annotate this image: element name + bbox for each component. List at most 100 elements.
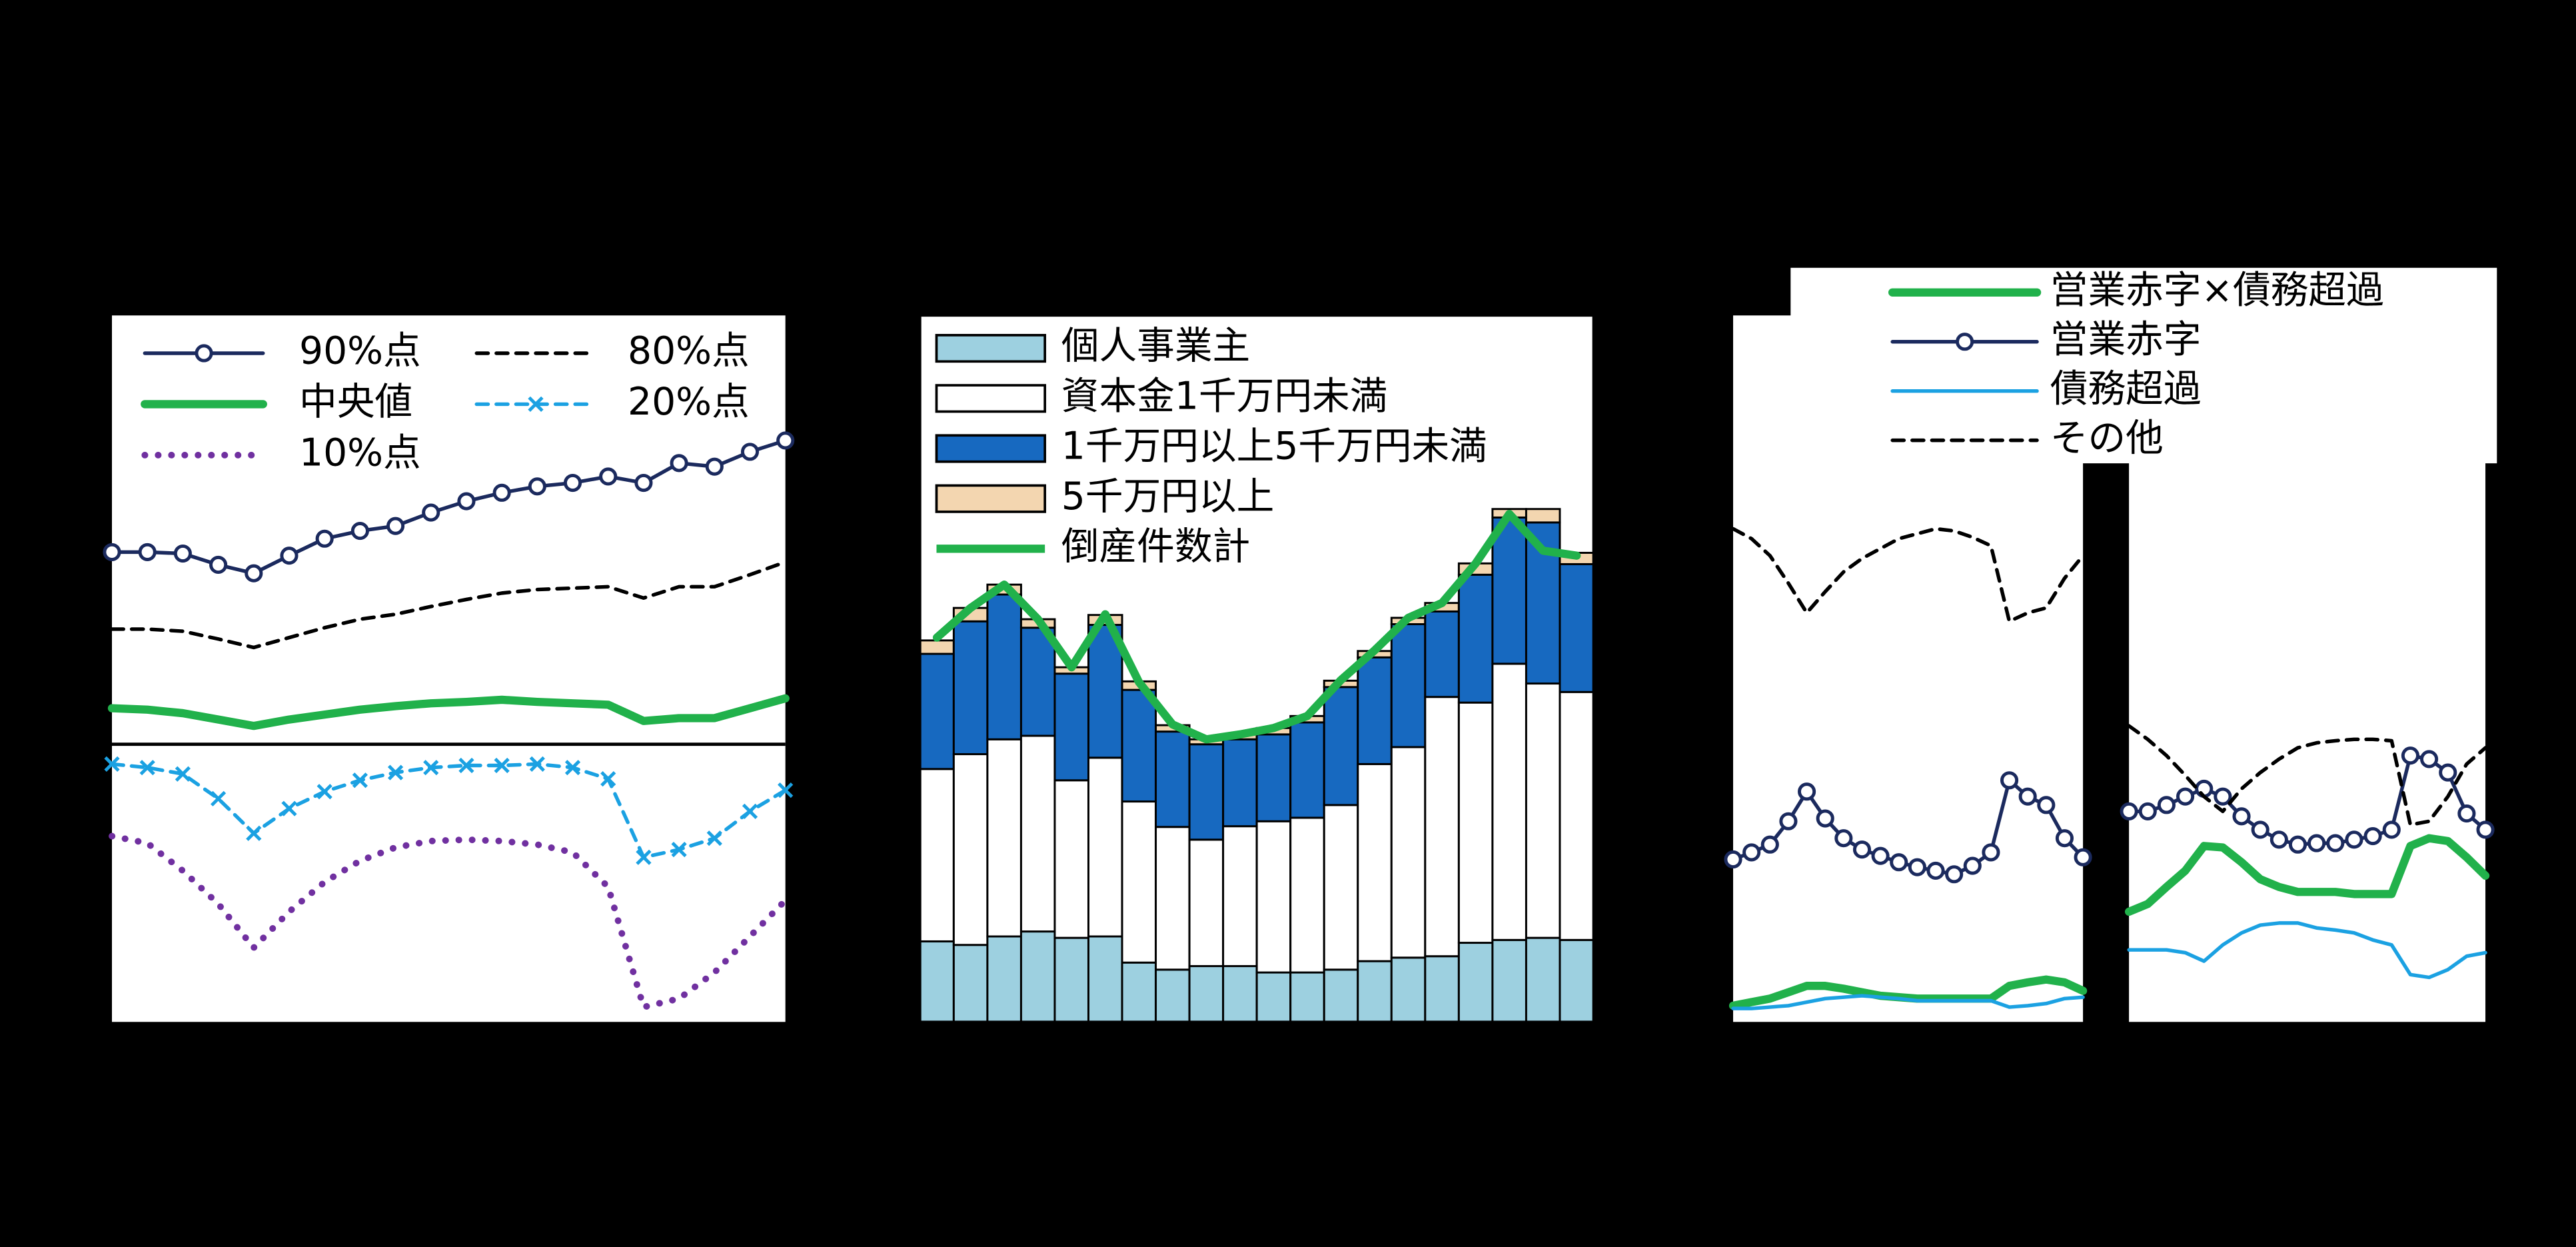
series-line <box>110 560 788 650</box>
bar-segment <box>1357 656 1393 765</box>
series-line <box>107 694 790 730</box>
bar-segment <box>1424 610 1460 698</box>
marker <box>494 757 510 774</box>
marker <box>2251 820 2269 839</box>
marker <box>457 492 476 511</box>
bar-segment <box>1255 971 1292 1023</box>
bar-segment <box>1491 516 1527 665</box>
marker <box>281 800 297 816</box>
bar-segment <box>1424 955 1460 1023</box>
bar-segment <box>1053 936 1089 1023</box>
marker <box>2000 771 2019 790</box>
series-line <box>1731 994 2085 1010</box>
bar-segment <box>1155 826 1191 971</box>
marker <box>1890 853 1908 872</box>
marker <box>2401 746 2419 765</box>
bar-segment <box>1053 672 1089 782</box>
legend-label: 営業赤字 <box>2050 317 2202 361</box>
marker <box>600 771 616 787</box>
legend-label: 80%点 <box>628 329 750 373</box>
series-line <box>2127 724 2487 827</box>
marker <box>778 782 794 798</box>
bar-segment <box>1357 762 1393 962</box>
bar-segment <box>919 652 955 770</box>
bar-segment <box>1289 971 1325 1023</box>
plot-frame <box>918 314 1595 1024</box>
bar-segment <box>1457 942 1494 1023</box>
marker <box>2326 834 2345 852</box>
marker <box>776 431 795 450</box>
marker <box>2232 807 2251 826</box>
bar-segment <box>1222 738 1258 828</box>
marker <box>1834 829 1853 848</box>
bar-segment <box>986 738 1022 938</box>
bar-segment <box>1222 965 1258 1023</box>
marker <box>740 443 760 461</box>
bar-segment <box>986 593 1022 740</box>
marker <box>1798 782 1816 801</box>
marker <box>1779 812 1798 830</box>
marker <box>2345 830 2363 849</box>
bar-segment <box>1559 690 1595 941</box>
legend-label: 20%点 <box>628 380 750 424</box>
marker <box>2457 804 2476 823</box>
bar-segment <box>952 753 989 946</box>
marker <box>706 830 722 846</box>
legend-label: 個人事業主 <box>1061 324 1250 368</box>
bar-segment <box>1323 968 1359 1023</box>
marker <box>1982 843 2000 862</box>
marker <box>210 790 227 806</box>
marker <box>315 529 334 548</box>
marker <box>103 543 121 561</box>
legend-marker <box>528 396 544 413</box>
bar-segment <box>1188 965 1225 1023</box>
marker <box>386 517 405 535</box>
legend-label: 中央値 <box>299 380 412 424</box>
bar-segment <box>1323 686 1359 806</box>
marker <box>422 503 440 522</box>
marker <box>1963 856 1982 875</box>
legend-swatch <box>935 334 1047 363</box>
marker <box>317 784 332 800</box>
marker <box>2157 796 2176 814</box>
marker <box>563 473 582 493</box>
plot-area <box>111 315 786 1022</box>
marker <box>2214 787 2232 806</box>
marker <box>2363 826 2382 846</box>
bar-segment <box>1390 623 1427 748</box>
series-line <box>2127 921 2487 980</box>
series-line <box>109 832 789 1010</box>
marker <box>564 760 581 776</box>
bar-segment <box>1491 938 1527 1023</box>
marker <box>2176 787 2195 806</box>
legend-label: 倒産件数計 <box>1061 525 1250 569</box>
marker <box>599 467 618 486</box>
bar-segment <box>1121 961 1157 1023</box>
marker <box>2420 750 2439 768</box>
marker <box>350 522 369 541</box>
legend-label: 5千万円以上 <box>1061 475 1275 519</box>
marker <box>173 544 192 563</box>
bar-segment <box>1390 746 1427 959</box>
legend-swatch <box>935 434 1047 463</box>
bar-segment <box>1255 820 1292 974</box>
bar-segment <box>952 620 989 756</box>
bar-segment <box>1390 956 1427 1023</box>
marker <box>2476 820 2495 839</box>
marker <box>2055 829 2074 848</box>
bar-segment <box>1289 721 1325 819</box>
marker <box>139 760 155 776</box>
series-line <box>932 509 1581 744</box>
legend-swatch <box>935 384 1047 413</box>
bar-segment <box>1457 701 1494 944</box>
marker <box>1724 850 1742 869</box>
bar-segment <box>1019 930 1056 1023</box>
legend-marker <box>195 344 213 363</box>
marker <box>742 803 758 820</box>
marker <box>1926 861 1945 880</box>
marker <box>2074 848 2092 866</box>
marker <box>1908 858 1926 876</box>
legend-label: 資本金1千万円未満 <box>1061 374 1388 418</box>
marker <box>209 555 228 575</box>
